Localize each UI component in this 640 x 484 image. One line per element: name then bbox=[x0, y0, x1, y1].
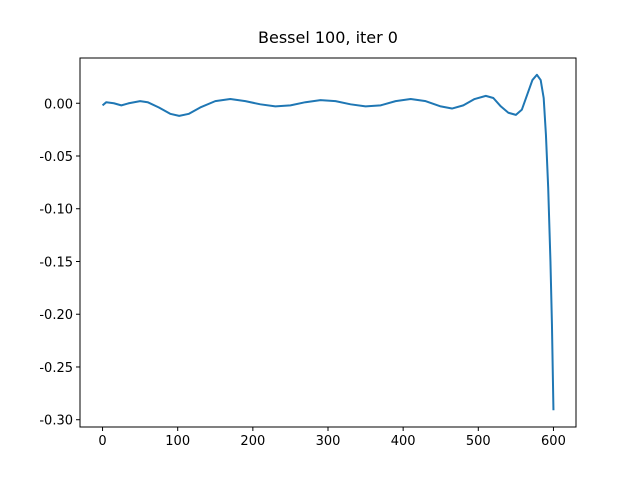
x-tick-label: 300 bbox=[316, 434, 341, 449]
x-tick-label: 200 bbox=[240, 434, 265, 449]
y-tick-label: -0.20 bbox=[39, 308, 73, 323]
y-tick-label: -0.25 bbox=[39, 361, 73, 376]
x-tick-label: 100 bbox=[165, 434, 190, 449]
axes-frame bbox=[79, 57, 577, 428]
y-tick-label: 0.00 bbox=[44, 97, 73, 112]
x-tick-label: 400 bbox=[391, 434, 416, 449]
y-tick-label: -0.30 bbox=[39, 414, 73, 429]
x-tick-label: 0 bbox=[98, 434, 106, 449]
y-tick-label: -0.10 bbox=[39, 203, 73, 218]
x-tick-label: 500 bbox=[466, 434, 491, 449]
data-line bbox=[101, 73, 555, 411]
y-tick-label: -0.15 bbox=[39, 255, 73, 270]
x-tick-label: 600 bbox=[541, 434, 566, 449]
y-tick-label: -0.05 bbox=[39, 150, 73, 165]
chart-title: Bessel 100, iter 0 bbox=[258, 28, 398, 47]
